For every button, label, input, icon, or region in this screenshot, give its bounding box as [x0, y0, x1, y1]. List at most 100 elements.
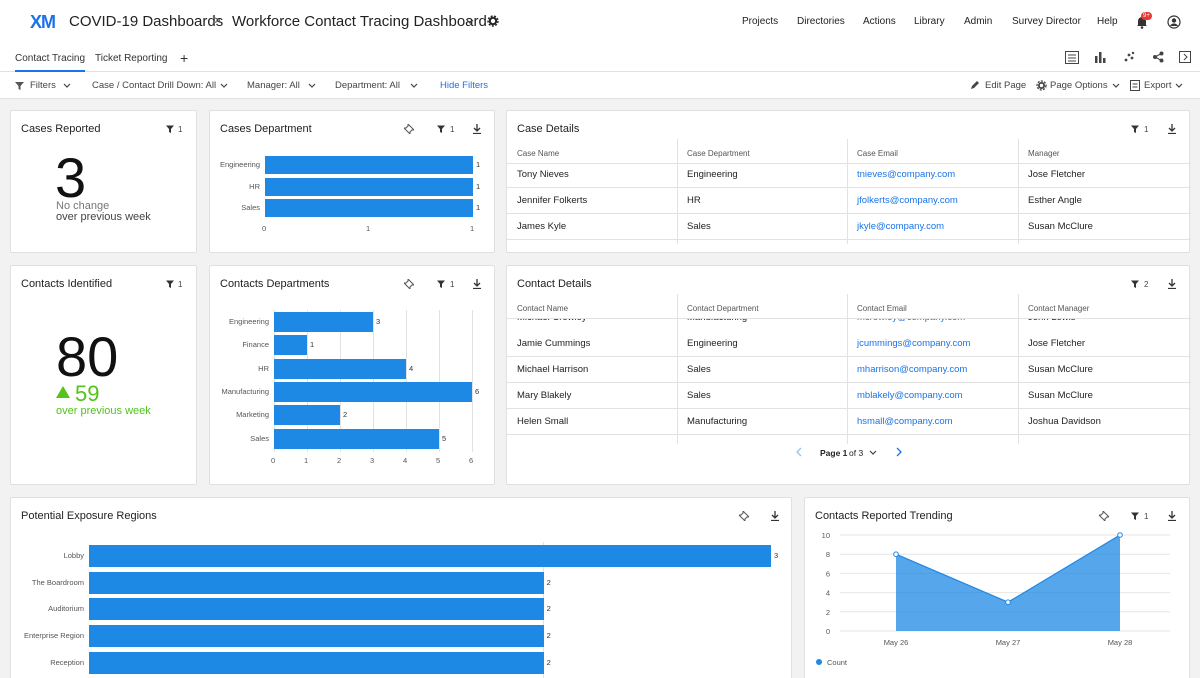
- gear-icon[interactable]: [487, 15, 499, 27]
- x-tick-label: 0: [262, 224, 267, 233]
- prev-page-icon[interactable]: [795, 447, 803, 457]
- email-link[interactable]: mblakely@company.com: [857, 390, 963, 401]
- add-tab-button[interactable]: +: [180, 50, 189, 66]
- table-cell: Helen Small: [517, 416, 569, 427]
- download-icon[interactable]: [1167, 124, 1177, 134]
- tab-contact-tracing[interactable]: Contact Tracing: [15, 53, 86, 72]
- filter-icon[interactable]: [166, 125, 174, 133]
- email-link[interactable]: jkyle@company.com: [857, 221, 945, 232]
- column-divider: [847, 139, 848, 244]
- notification-badge: 9+: [1141, 12, 1152, 20]
- filter-icon[interactable]: [1131, 280, 1139, 288]
- email-link[interactable]: jfolkerts@company.com: [857, 195, 958, 206]
- filter-icon[interactable]: [1131, 512, 1139, 520]
- chevron-down-icon[interactable]: [1112, 83, 1120, 89]
- email-link[interactable]: hsmall@company.com: [857, 416, 953, 427]
- chevron-down-icon[interactable]: [308, 83, 316, 89]
- table-cell: Manufacturing: [687, 319, 747, 323]
- bar-value: 3: [774, 551, 779, 560]
- nav-admin[interactable]: Admin: [964, 16, 993, 27]
- download-icon[interactable]: [1167, 279, 1177, 289]
- user-avatar-icon[interactable]: [1167, 15, 1181, 29]
- download-icon[interactable]: [472, 124, 482, 134]
- scatter-icon[interactable]: [1123, 51, 1135, 63]
- collapse-panel-icon[interactable]: [1179, 51, 1191, 63]
- table-cell: Esther Angle: [1028, 195, 1082, 206]
- data-point: [1005, 599, 1011, 605]
- filter-icon[interactable]: [1131, 125, 1139, 133]
- grid-line: [307, 310, 308, 452]
- table-cell: mcrowley@company.com: [857, 319, 965, 323]
- breadcrumb-dashboard[interactable]: Workforce Contact Tracing Dashboard: [232, 13, 487, 30]
- table-cell: Engineering: [687, 169, 738, 180]
- y-tick-label: 2: [826, 608, 830, 617]
- email-link[interactable]: jcummings@company.com: [857, 338, 971, 349]
- breadcrumb-project[interactable]: COVID-19 Dashboards: [69, 13, 224, 30]
- manager-filter[interactable]: Manager: All: [247, 80, 300, 91]
- nav-help[interactable]: Help: [1097, 16, 1118, 27]
- page-options-button[interactable]: Page Options: [1050, 80, 1108, 91]
- nav-library[interactable]: Library: [914, 16, 945, 27]
- case-contact-drill-filter[interactable]: Case / Contact Drill Down: All: [92, 80, 217, 91]
- nav-directories[interactable]: Directories: [797, 16, 845, 27]
- legend-swatch: [816, 659, 822, 665]
- xm-logo[interactable]: XM: [30, 12, 56, 32]
- filter-icon[interactable]: [437, 125, 445, 133]
- chevron-down-icon[interactable]: [410, 83, 418, 89]
- filter-count: 1: [178, 280, 183, 289]
- bar: [274, 335, 307, 356]
- hide-filters-link[interactable]: Hide Filters: [440, 80, 489, 91]
- page-of: of 3: [849, 448, 864, 458]
- chevron-down-icon[interactable]: [466, 18, 474, 26]
- filter-count: 1: [450, 125, 455, 134]
- tab-ticket-reporting[interactable]: Ticket Reporting: [95, 53, 168, 64]
- share-icon[interactable]: [1152, 51, 1164, 63]
- category-label: Enterprise Region: [23, 631, 84, 641]
- bar-chart-icon[interactable]: [1094, 51, 1106, 63]
- widget-title: Cases Reported: [21, 123, 101, 135]
- tabs-bar: Contact Tracing Ticket Reporting +: [0, 45, 1200, 72]
- pin-icon[interactable]: [1099, 511, 1109, 521]
- nav-projects[interactable]: Projects: [742, 16, 779, 27]
- chevron-down-icon[interactable]: [869, 450, 877, 456]
- table-cell: Susan McClure: [1028, 221, 1093, 232]
- widget-title: Contacts Identified: [21, 278, 113, 290]
- chevron-down-icon[interactable]: [220, 83, 228, 89]
- category-label: Manufacturing: [221, 386, 269, 396]
- category-label: Lobby: [63, 551, 84, 560]
- email-link[interactable]: tnieves@company.com: [857, 169, 956, 180]
- delta-value: 59: [75, 381, 100, 406]
- chevron-down-icon[interactable]: [63, 83, 71, 89]
- filter-icon[interactable]: [437, 280, 445, 288]
- download-icon[interactable]: [1167, 511, 1177, 521]
- next-page-icon[interactable]: [895, 447, 903, 457]
- pin-icon[interactable]: [739, 511, 749, 521]
- nav-survey-director[interactable]: Survey Director: [1012, 16, 1081, 27]
- chevron-down-icon[interactable]: [1175, 83, 1183, 89]
- column-divider: [677, 139, 678, 244]
- pencil-icon: [971, 81, 979, 89]
- bar-value: 1: [476, 203, 481, 212]
- table-cell: James Kyle: [517, 221, 567, 232]
- filter-icon[interactable]: [166, 280, 174, 288]
- table-cell: Michael Crowley: [517, 319, 587, 323]
- contacts-identified-value: 80: [56, 325, 119, 388]
- pin-icon[interactable]: [404, 124, 414, 134]
- nav-actions[interactable]: Actions: [863, 16, 896, 27]
- cases-reported-value: 3: [55, 146, 87, 209]
- edit-page-button[interactable]: Edit Page: [985, 80, 1027, 91]
- column-divider: [1018, 139, 1019, 244]
- contacts-trending-chart: 10 8 6 4 2 0 May 26 May 27 May 28 Count: [816, 531, 1170, 667]
- email-link[interactable]: mharrison@company.com: [857, 364, 968, 375]
- export-button[interactable]: Export: [1144, 80, 1172, 91]
- download-icon[interactable]: [770, 511, 780, 521]
- download-icon[interactable]: [472, 279, 482, 289]
- pin-icon[interactable]: [404, 279, 414, 289]
- table-view-icon[interactable]: [1065, 51, 1079, 64]
- row-divider: [507, 239, 1191, 240]
- table-cell: Jennifer Folkerts: [517, 195, 588, 206]
- series-area: [896, 535, 1120, 631]
- department-filter[interactable]: Department: All: [335, 80, 400, 91]
- filters-toggle[interactable]: Filters: [30, 80, 56, 91]
- x-tick-label: May 28: [1108, 638, 1133, 647]
